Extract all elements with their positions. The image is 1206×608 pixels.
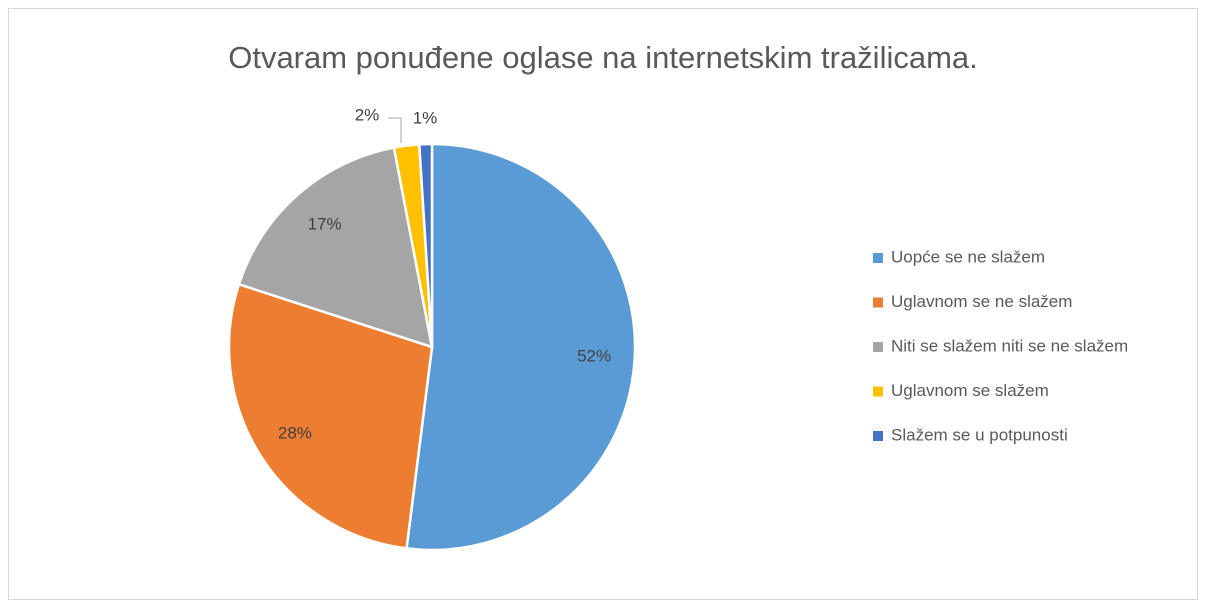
legend-swatch xyxy=(873,253,883,263)
legend-swatch xyxy=(873,386,883,397)
legend-label: Uopće se ne slažem xyxy=(891,247,1045,266)
pie-slice xyxy=(405,142,637,552)
legend-swatch xyxy=(873,342,883,352)
leader-line xyxy=(388,117,402,143)
chart-title: Otvaram ponuđene oglase na internetskim … xyxy=(228,40,978,75)
data-label: 17% xyxy=(308,215,342,234)
data-label: 2% xyxy=(355,105,380,124)
legend-label: Slažem se u potpunosti xyxy=(891,425,1068,444)
pie-slice xyxy=(417,142,434,348)
data-label: 1% xyxy=(413,108,438,127)
legend-swatch xyxy=(873,431,883,441)
legend-label: Uglavnom se ne slažem xyxy=(891,292,1072,311)
legend-label: Niti se slažem niti se ne slažem xyxy=(891,336,1128,355)
data-label: 52% xyxy=(577,347,611,366)
legend-swatch xyxy=(873,297,883,308)
legend-label: Uglavnom se slažem xyxy=(891,381,1049,400)
data-label: 28% xyxy=(278,424,312,443)
pie-slice xyxy=(237,146,434,349)
pie-slice xyxy=(227,282,434,550)
